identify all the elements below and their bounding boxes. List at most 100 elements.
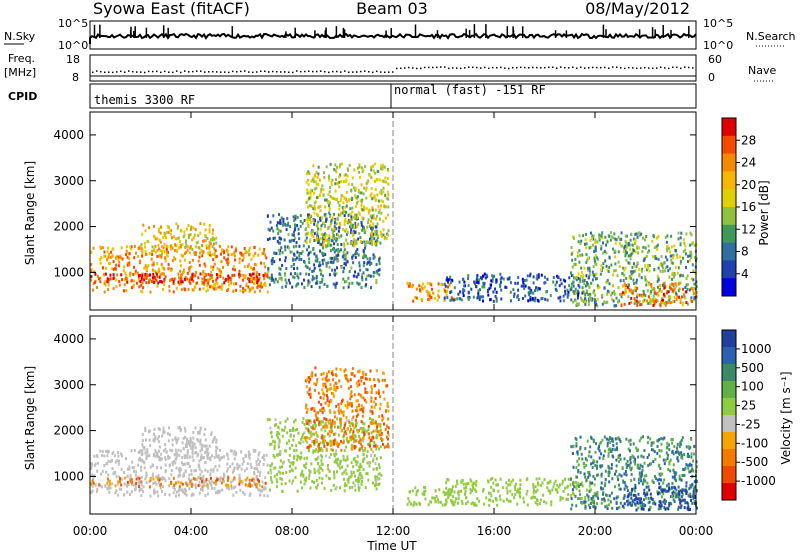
scatter-cell	[355, 414, 358, 418]
scatter-cell	[561, 482, 564, 486]
scatter-cell	[200, 446, 203, 450]
scatter-cell	[424, 497, 427, 501]
scatter-cell	[317, 411, 320, 415]
scatter-cell	[109, 459, 112, 463]
scatter-cell	[430, 283, 433, 287]
scatter-cell	[382, 442, 384, 446]
scatter-cell	[345, 227, 348, 231]
scatter-cell	[652, 300, 655, 303]
scatter-cell	[271, 257, 274, 260]
scatter-cell	[372, 196, 375, 200]
scatter-cell	[182, 490, 184, 494]
scatter-cell	[375, 467, 378, 470]
scatter-cell	[670, 234, 673, 238]
scatter-cell	[660, 297, 663, 301]
scatter-cell	[177, 272, 180, 276]
scatter-cell	[323, 417, 326, 421]
scatter-cell	[179, 428, 182, 431]
scatter-cell	[467, 274, 470, 278]
scatter-cell	[143, 446, 146, 450]
scatter-cell	[313, 218, 316, 222]
scatter-cell	[154, 237, 157, 241]
scatter-cell	[615, 238, 618, 242]
scatter-cell	[308, 448, 310, 452]
scatter-cell	[375, 391, 378, 395]
scatter-cell	[480, 277, 483, 281]
scatter-cell	[592, 438, 595, 442]
scatter-cell	[245, 282, 248, 286]
scatter-cell	[344, 252, 347, 256]
scatter-cell	[357, 379, 360, 383]
scatter-cell	[116, 255, 119, 259]
scatter-cell	[315, 182, 318, 186]
scatter-cell	[492, 499, 495, 503]
scatter-cell	[329, 186, 332, 189]
scatter-cell	[108, 490, 111, 494]
scatter-cell	[264, 281, 267, 285]
scatter-cell	[193, 251, 196, 255]
scatter-cell	[494, 478, 497, 482]
scatter-cell	[459, 297, 462, 301]
scatter-cell	[364, 486, 367, 489]
scatter-cell	[281, 251, 284, 255]
scatter-cell	[324, 382, 327, 386]
nave-point	[648, 67, 650, 69]
scatter-cell	[327, 378, 330, 382]
nave-point	[140, 71, 142, 73]
scatter-cell	[377, 389, 380, 393]
scatter-cell	[158, 445, 161, 449]
scatter-cell	[250, 276, 253, 280]
scatter-cell	[695, 285, 698, 289]
scatter-cell	[151, 463, 154, 467]
scatter-cell	[378, 211, 381, 214]
scatter-cell	[354, 221, 357, 225]
scatter-cell	[315, 479, 318, 482]
scatter-cell	[635, 299, 638, 303]
scatter-cell	[351, 176, 354, 180]
scatter-cell	[333, 218, 336, 222]
scatter-cell	[345, 238, 348, 242]
scatter-cell	[131, 481, 134, 484]
scatter-cell	[200, 487, 202, 491]
scatter-cell	[200, 470, 203, 474]
scatter-cell	[593, 301, 596, 304]
scatter-cell	[362, 449, 365, 453]
scatter-cell	[507, 499, 510, 503]
scatter-cell	[371, 387, 373, 391]
scatter-cell	[187, 462, 190, 466]
scatter-cell	[333, 221, 336, 225]
scatter-cell	[321, 455, 323, 459]
scatter-cell	[129, 492, 131, 496]
scatter-cell	[295, 284, 298, 288]
scatter-cell	[156, 249, 159, 253]
scatter-cell	[470, 287, 473, 291]
scatter-cell	[344, 368, 347, 372]
scatter-cell	[360, 442, 362, 446]
scatter-cell	[410, 502, 412, 506]
scatter-cell	[623, 291, 626, 295]
scatter-cell	[314, 366, 317, 370]
nave-point	[128, 70, 130, 72]
scatter-cell	[576, 483, 578, 487]
scatter-cell	[669, 458, 672, 462]
scatter-cell	[303, 464, 306, 468]
scatter-cell	[324, 401, 327, 405]
scatter-cell	[91, 484, 94, 488]
scatter-cell	[344, 173, 347, 177]
scatter-cell	[637, 455, 640, 459]
scatter-cell	[657, 278, 660, 282]
nave-point	[256, 71, 258, 73]
scatter-cell	[632, 237, 635, 241]
scatter-cell	[301, 221, 304, 225]
scatter-cell	[345, 190, 348, 194]
nave-point	[584, 67, 586, 69]
scatter-cell	[149, 444, 152, 448]
scatter-cell	[240, 480, 242, 484]
scatter-cell	[626, 464, 629, 467]
scatter-cell	[506, 277, 509, 281]
scatter-cell	[601, 497, 604, 501]
scatter-cell	[198, 483, 201, 487]
scatter-cell	[193, 469, 196, 473]
scatter-cell	[674, 265, 677, 269]
scatter-cell	[158, 478, 161, 482]
